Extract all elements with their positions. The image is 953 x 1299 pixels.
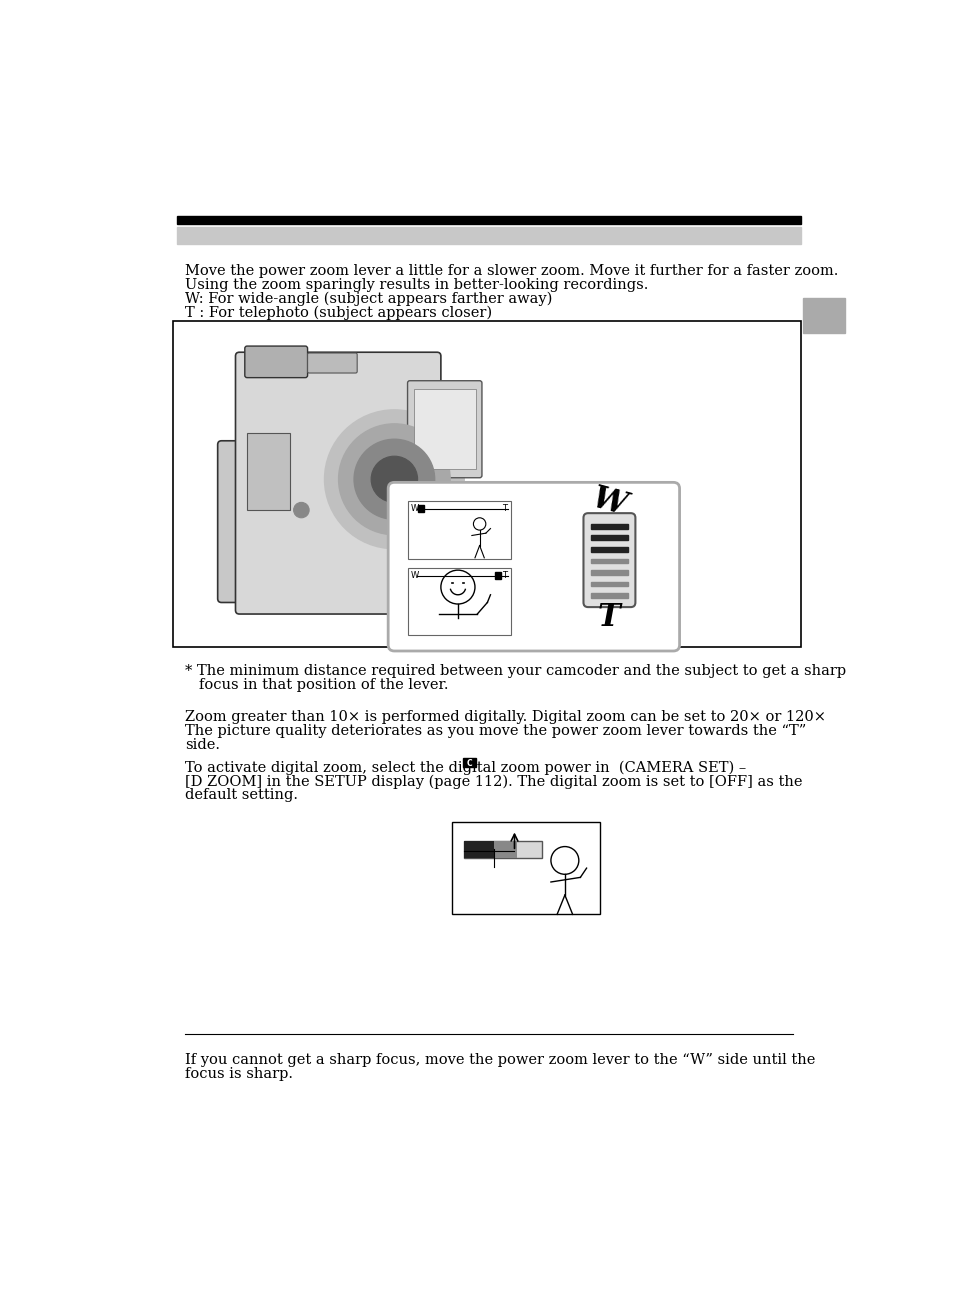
FancyBboxPatch shape — [235, 352, 440, 614]
Bar — [591, 570, 627, 574]
Bar — [464, 842, 541, 859]
Text: T: T — [502, 504, 507, 513]
Text: C: C — [466, 759, 472, 768]
Bar — [591, 582, 627, 586]
Text: default setting.: default setting. — [185, 788, 297, 801]
Bar — [591, 535, 627, 540]
Bar — [407, 501, 510, 560]
Text: If you cannot get a sharp focus, move the power zoom lever to the “W” side until: If you cannot get a sharp focus, move th… — [185, 1053, 815, 1066]
Text: The picture quality deteriorates as you move the power zoom lever towards the “T: The picture quality deteriorates as you … — [185, 724, 805, 738]
Text: focus is sharp.: focus is sharp. — [185, 1066, 293, 1081]
FancyBboxPatch shape — [583, 513, 635, 607]
FancyBboxPatch shape — [217, 440, 268, 603]
Text: side.: side. — [185, 738, 220, 752]
Bar — [463, 759, 476, 768]
Bar — [407, 568, 510, 635]
FancyBboxPatch shape — [407, 381, 481, 478]
Text: [D ZOOM] in the SETUP display (page 112). The digital zoom is set to [OFF] as th: [D ZOOM] in the SETUP display (page 112)… — [185, 774, 801, 788]
Bar — [464, 842, 493, 859]
Text: W: W — [588, 483, 629, 522]
Text: * The minimum distance required between your camcoder and the subject to get a s: * The minimum distance required between … — [185, 664, 845, 678]
Bar — [177, 227, 801, 244]
Text: T: T — [597, 603, 619, 634]
Bar — [177, 216, 801, 223]
Text: To activate digital zoom, select the digital zoom power in  (CAMERA SET) –: To activate digital zoom, select the dig… — [185, 760, 745, 774]
Bar — [418, 505, 423, 512]
Bar — [247, 433, 290, 511]
Text: Zoom greater than 10× is performed digitally. Digital zoom can be set to 20× or : Zoom greater than 10× is performed digit… — [185, 711, 825, 725]
Circle shape — [338, 423, 450, 535]
Bar — [493, 842, 517, 859]
FancyBboxPatch shape — [388, 482, 679, 651]
Circle shape — [371, 456, 417, 503]
Circle shape — [324, 410, 464, 548]
Bar — [591, 559, 627, 564]
Text: Move the power zoom lever a little for a slower zoom. Move it further for a fast: Move the power zoom lever a little for a… — [185, 264, 838, 278]
FancyBboxPatch shape — [307, 353, 356, 373]
Bar — [495, 573, 500, 578]
Text: focus in that position of the lever.: focus in that position of the lever. — [199, 678, 448, 692]
Bar — [591, 547, 627, 552]
FancyBboxPatch shape — [245, 346, 307, 378]
Text: Using the zoom sparingly results in better-looking recordings.: Using the zoom sparingly results in bett… — [185, 278, 648, 291]
Circle shape — [294, 503, 309, 518]
Text: W: W — [410, 504, 418, 513]
Circle shape — [354, 439, 435, 520]
Text: W: W — [410, 570, 418, 579]
Bar — [452, 822, 599, 914]
Bar — [173, 321, 801, 647]
Bar — [414, 390, 476, 469]
Text: T: T — [502, 570, 507, 579]
Bar — [802, 299, 844, 333]
Bar — [591, 594, 627, 598]
Text: W: For wide-angle (subject appears farther away): W: For wide-angle (subject appears farth… — [185, 291, 552, 305]
Bar — [591, 523, 627, 529]
Text: T : For telephoto (subject appears closer): T : For telephoto (subject appears close… — [185, 305, 492, 320]
